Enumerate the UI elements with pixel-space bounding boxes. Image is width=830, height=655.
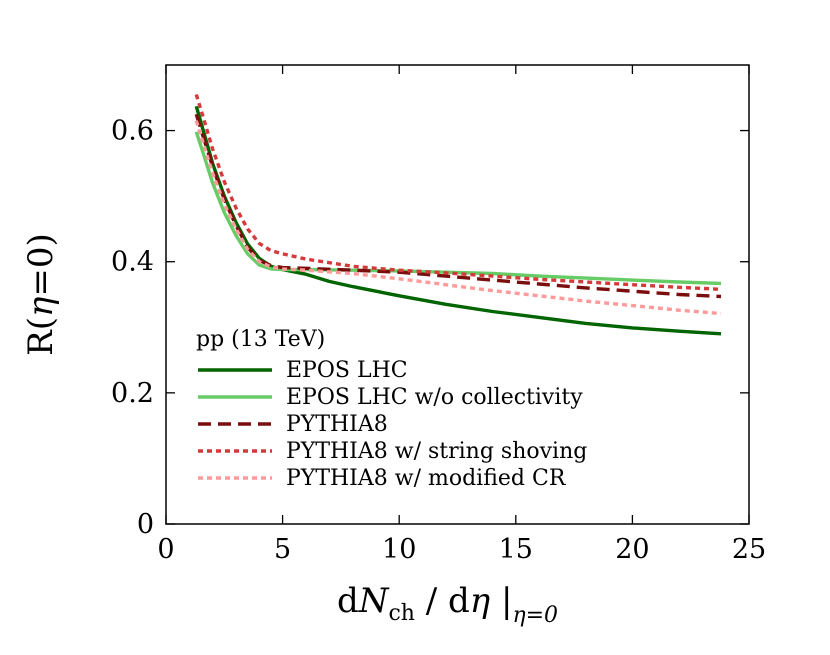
x-tick-label-0: 0 [157, 534, 174, 565]
x-tick-label-1: 5 [274, 534, 291, 565]
series-line-3 [194, 94, 722, 291]
y-tick-label-3: 0.6 [111, 116, 154, 147]
y-tick-label-2: 0.4 [111, 247, 154, 278]
y-label-post: =0) [21, 233, 61, 296]
axis-ticks [165, 65, 750, 525]
x-label-n: N [358, 581, 390, 621]
y-label-pre: R( [21, 317, 61, 356]
plot-frame [165, 64, 750, 525]
legend-label-4: PYTHIA8 w/ modified CR [286, 466, 567, 491]
x-tick-label-5: 25 [732, 534, 766, 565]
x-tick-label-4: 20 [615, 534, 649, 565]
legend-label-2: PYTHIA8 [286, 412, 388, 437]
axis-tick-labels: 0 5 10 15 20 25 0 0.2 0.4 0.6 [111, 116, 766, 565]
x-axis-label: dNch / dη |η=0 [337, 581, 558, 628]
y-label-eta: η [21, 296, 61, 317]
x-label-d: d [337, 581, 359, 621]
x-label-slash: / d [415, 581, 470, 621]
series-line-1 [194, 131, 722, 286]
series-line-0 [194, 105, 722, 336]
x-label-eta-zero: η=0 [512, 603, 558, 628]
legend-label-0: EPOS LHC [286, 358, 408, 383]
legend-label-3: PYTHIA8 w/ string shoving [286, 439, 587, 464]
y-tick-label-1: 0.2 [111, 378, 154, 409]
x-label-ch: ch [388, 601, 415, 626]
y-axis-label: R(η=0) [21, 233, 61, 356]
x-label-bar: | [490, 581, 512, 621]
plot-lines [194, 94, 722, 336]
x-tick-label-2: 10 [382, 534, 416, 565]
y-tick-label-0: 0 [137, 509, 154, 540]
legend-title: pp (13 TeV) [196, 327, 325, 352]
x-label-eta: η [470, 581, 491, 621]
x-tick-label-3: 15 [499, 534, 533, 565]
legend-label-1: EPOS LHC w/o collectivity [286, 385, 583, 410]
